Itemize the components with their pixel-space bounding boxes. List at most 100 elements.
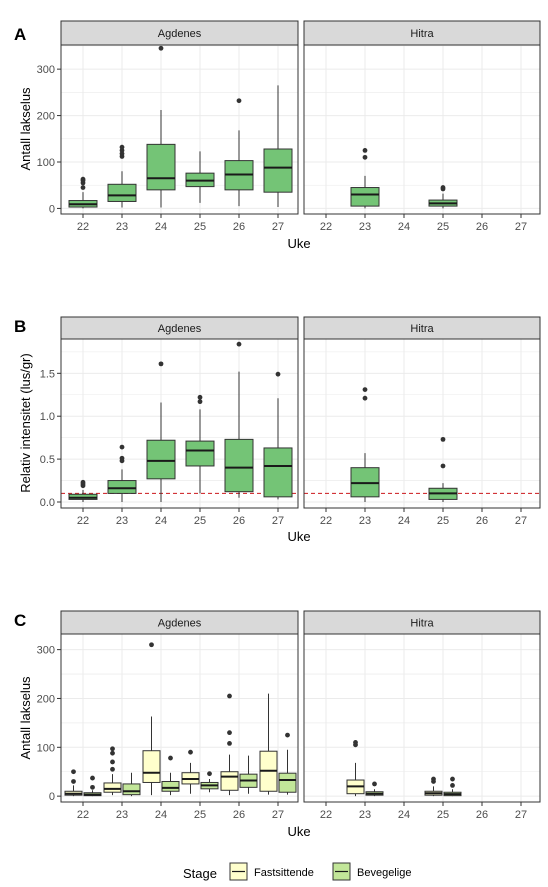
box-iqr [107,480,137,494]
box-iqr [350,187,380,207]
x-tick-label: 24 [155,221,167,233]
facet-strip [60,20,299,46]
outlier-point [450,776,455,782]
box-week-25 [428,436,458,502]
series-bevegelige [83,732,297,797]
facet-strip-label: Hitra [410,323,434,335]
outlier-point [207,771,212,777]
outlier-point [149,642,154,648]
x-tick-label: 26 [476,515,488,527]
series-fastsittende [64,642,278,797]
panel-background [61,339,298,508]
box-week-23 [350,387,380,502]
outlier-point [372,781,377,787]
chart-B: B Uke Relativ intensitet (lus/gr) Agdenes 22… [14,316,541,544]
y-tick-label: 200 [37,111,55,123]
series-boxes [350,147,458,209]
box-week-25 [424,776,443,797]
x-tick-label: 26 [233,809,245,821]
y-tick-label: 1.0 [40,411,55,423]
box-iqr [146,439,176,480]
x-axis-title: Uke [287,236,310,251]
y-axis-title: Antall lakselus [18,87,33,171]
panel-background [61,634,298,802]
box-iqr [185,440,215,467]
series-boxes [68,341,293,502]
legend: Stage Fastsittende Bevegelige [183,862,411,881]
x-tick-label: 23 [116,221,128,233]
box-iqr [263,148,293,193]
box-week-26 [220,693,239,796]
outlier-point [80,176,86,182]
legend-title: Stage [183,866,217,881]
outlier-point [227,730,232,736]
box-week-26 [224,98,254,207]
outlier-point [362,154,368,160]
outlier-point [80,479,86,485]
panel-background [304,45,540,214]
outlier-point [362,387,368,393]
panel-border [303,633,541,803]
x-tick-label: 22 [77,515,89,527]
box-week-23 [346,740,365,797]
box-week-22 [83,775,102,797]
y-tick-label: 0.5 [40,454,55,466]
y-axis-title: Antall lakselus [18,676,33,760]
x-tick-label: 24 [155,515,167,527]
x-tick-label: 27 [272,221,284,233]
outlier-point [188,749,193,755]
series-boxes [68,45,293,209]
box-week-23 [122,772,141,797]
box-week-23 [107,444,137,502]
x-axis-title: Uke [287,529,310,544]
outlier-point [440,463,446,469]
y-tick-label: 100 [37,157,55,169]
series-bevegelige [365,776,462,797]
box-week-22 [64,769,83,797]
chart-C: C Uke Antall lakselus Agdenes 22 23 24 25 26 27 0 1… [14,610,541,839]
box-iqr [107,183,137,202]
outlier-point [362,395,368,401]
facet-strip-label: Agdenes [158,28,202,40]
x-tick-label: 26 [476,221,488,233]
x-axis-title: Uke [287,824,310,839]
outlier-point [110,759,115,765]
box-week-23 [103,746,122,796]
outlier-point [168,755,173,761]
y-tick-label: 300 [37,645,55,657]
y-axis-title: Relativ intensitet (lus/gr) [18,353,33,492]
legend-label-fastsittende: Fastsittende [254,867,314,879]
box-iqr [224,438,254,493]
box-week-24 [146,45,176,208]
box-iqr [263,447,293,498]
outlier-point [362,147,368,153]
outlier-point [158,361,164,367]
outlier-point [285,732,290,738]
outlier-point [236,341,242,347]
panel-tag: B [14,317,26,336]
box-week-26 [224,341,254,498]
legend-label-bevegelige: Bevegelige [357,867,411,879]
box-iqr [220,771,239,791]
panel-tag: A [14,25,26,44]
panel-border [60,44,299,215]
outlier-point [197,399,203,405]
x-tick-label: 26 [233,221,245,233]
y-tick-label: 1.5 [40,368,55,380]
outlier-point [440,185,446,190]
box-iqr [161,780,180,792]
x-tick-label: 23 [359,515,371,527]
x-tick-label: 27 [272,515,284,527]
outlier-point [90,775,95,781]
box-week-27 [263,85,293,208]
outlier-point [227,740,232,746]
x-tick-label: 24 [155,809,167,821]
box-iqr [146,143,176,191]
x-tick-label: 22 [320,515,332,527]
facet-agdenes: Agdenes 22 23 24 25 26 27 0 100 200 300 [37,610,299,821]
facet-strip-label: Hitra [410,618,434,630]
box-iqr [122,783,141,796]
y-tick-label: 200 [37,693,55,705]
x-tick-label: 22 [320,809,332,821]
box-week-24 [142,642,161,796]
